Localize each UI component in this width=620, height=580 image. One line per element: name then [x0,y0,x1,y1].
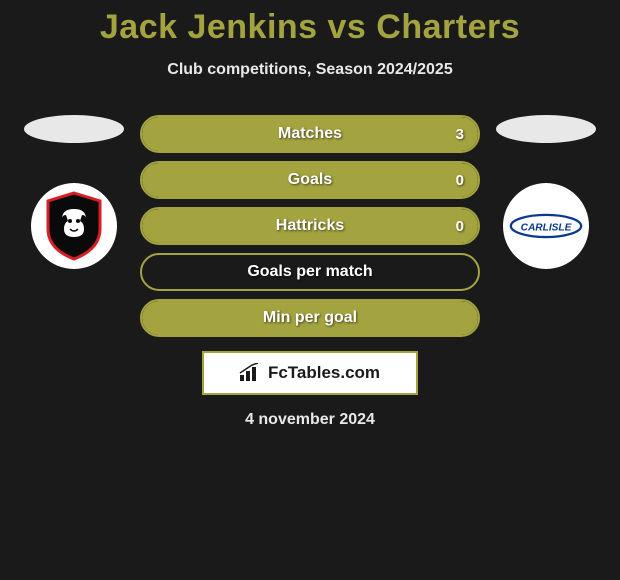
stat-row: Min per goal [140,299,480,337]
page-subtitle: Club competitions, Season 2024/2025 [167,61,452,79]
brand-text: FcTables.com [266,363,382,383]
stat-right-value: 0 [456,172,464,189]
svg-text:CARLISLE: CARLISLE [521,223,573,234]
stat-row: Hattricks 0 [140,207,480,245]
left-player-photo-placeholder [24,115,124,143]
comparison-card: Jack Jenkins vs Charters Club competitio… [0,0,620,429]
salford-shield-icon [44,191,104,261]
stat-label: Hattricks [276,217,344,235]
page-title: Jack Jenkins vs Charters [100,8,520,47]
right-player-column: CARLISLE [496,115,596,269]
stat-label: Goals per match [247,263,372,281]
left-player-column [24,115,124,269]
right-player-photo-placeholder [496,115,596,143]
left-club-badge [31,183,117,269]
comparison-area: Matches 3 Goals 0 Hattricks 0 Goals per match M… [0,115,620,337]
stat-label: Matches [278,125,342,143]
stat-row: Goals 0 [140,161,480,199]
stat-label: Goals [288,171,332,189]
brand-attribution: FcTables.com [202,351,418,395]
stat-right-value: 3 [456,126,464,143]
brand-box-inner: FcTables.com [204,353,416,393]
carlisle-logo-icon: CARLISLE [509,213,583,239]
stat-right-value: 0 [456,218,464,235]
fctables-chart-icon [238,363,262,383]
snapshot-date: 4 november 2024 [245,411,375,429]
stat-label: Min per goal [263,309,357,327]
stat-bars: Matches 3 Goals 0 Hattricks 0 Goals per match M… [140,115,480,337]
right-club-badge: CARLISLE [503,183,589,269]
stat-row: Matches 3 [140,115,480,153]
stat-row: Goals per match [140,253,480,291]
